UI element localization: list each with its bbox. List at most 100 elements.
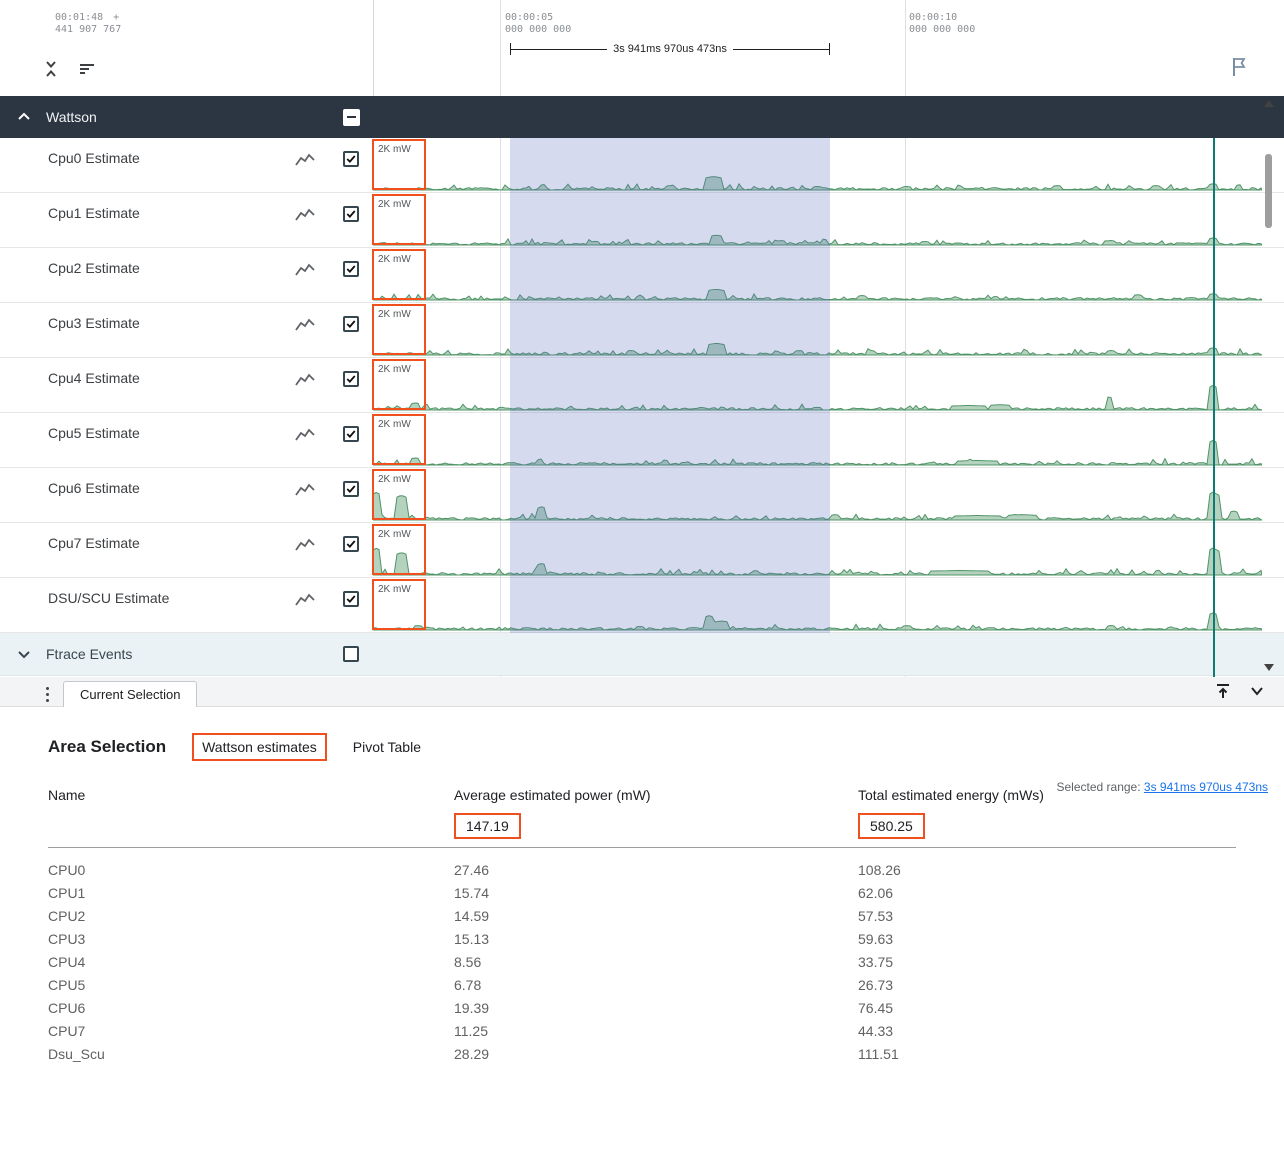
line-chart-icon [294,152,316,168]
collapse-group-icon[interactable] [16,109,32,125]
track-checkbox-checked[interactable] [343,261,359,277]
table-row: CPU3 15.13 59.63 [48,927,1236,950]
track-row: Cpu5 Estimate 2K mW [0,413,1284,468]
counter-track-canvas[interactable] [373,193,1262,247]
line-chart-icon [294,207,316,223]
cell-total-energy: 62.06 [858,884,894,901]
track-scale-label: 2K mW [378,364,411,375]
scale-annotation-box: 2K mW [372,359,426,410]
counter-track-canvas[interactable] [373,358,1262,412]
cell-name: CPU2 [48,907,86,924]
track-label: Cpu0 Estimate [48,150,140,166]
line-chart-icon [294,372,316,388]
counter-track-canvas[interactable] [373,248,1262,302]
track-row: Cpu0 Estimate 2K mW [0,138,1284,193]
cell-total-energy: 26.73 [858,976,894,993]
track-label: Cpu6 Estimate [48,480,140,496]
group-checkbox-unchecked[interactable] [343,646,359,662]
details-tab-bar: Current Selection [0,677,1284,707]
track-checkbox-checked[interactable] [343,316,359,332]
track-group-wattson[interactable]: Wattson [0,96,1284,138]
line-chart-icon [294,317,316,333]
track-label: DSU/SCU Estimate [48,590,170,606]
scale-annotation-box: 2K mW [372,414,426,465]
group-indeterminate-checkbox[interactable] [343,108,360,126]
table-totals-row: 147.19 580.25 [48,811,1236,848]
track-row: Cpu3 Estimate 2K mW [0,303,1284,358]
scrollbar-thumb[interactable] [1265,154,1272,228]
track-label: Cpu7 Estimate [48,535,140,551]
total-energy: 580.25 [858,813,925,839]
cell-avg-power: 15.74 [454,884,490,901]
track-row: Cpu4 Estimate 2K mW [0,358,1284,413]
collapse-panel-icon[interactable] [1246,680,1268,702]
counter-track-canvas[interactable] [373,578,1262,632]
track-row: Cpu6 Estimate 2K mW [0,468,1284,523]
table-row: CPU0 27.46 108.26 [48,858,1236,881]
scale-annotation-box: 2K mW [372,304,426,355]
counter-track-canvas[interactable] [373,468,1262,522]
counter-track-canvas[interactable] [373,138,1262,192]
collapse-all-tracks-icon[interactable] [40,58,62,80]
cell-avg-power: 6.78 [454,976,482,993]
cell-total-energy: 33.75 [858,953,894,970]
track-checkbox-checked[interactable] [343,426,359,442]
expand-group-icon[interactable] [16,646,32,662]
vertical-scrollbar[interactable] [1262,96,1276,677]
tab-current-selection[interactable]: Current Selection [63,681,198,707]
more-options-icon[interactable] [46,687,49,702]
track-checkbox-checked[interactable] [343,371,359,387]
track-scale-label: 2K mW [378,474,411,485]
cell-avg-power: 27.46 [454,861,490,878]
selection-duration-label: 3s 941ms 970us 473ns [613,43,727,55]
counter-track-canvas[interactable] [373,523,1262,577]
line-chart-icon [294,592,316,608]
cell-avg-power: 14.59 [454,907,490,924]
selection-duration-ruler: 3s 941ms 970us 473ns [510,42,830,56]
selected-range: Selected range: 3s 941ms 970us 473ns [1056,780,1269,794]
counter-track-canvas[interactable] [373,303,1262,357]
cell-total-energy: 44.33 [858,1022,894,1039]
track-scale-label: 2K mW [378,144,411,155]
timeline-left-timestamp: 00:01:48 + 441 907 767 [55,12,122,35]
track-filter-icon[interactable] [76,58,98,80]
cell-avg-power: 11.25 [454,1022,488,1039]
scale-annotation-box: 2K mW [372,249,426,300]
track-checkbox-checked[interactable] [343,206,359,222]
tab-pivot-table[interactable]: Pivot Table [352,739,421,755]
cell-name: CPU4 [48,953,86,970]
scale-annotation-box: 2K mW [372,139,426,190]
track-checkbox-checked[interactable] [343,591,359,607]
track-label: Cpu3 Estimate [48,315,140,331]
track-checkbox-checked[interactable] [343,536,359,552]
table-header-row: Name Average estimated power (mW) Total … [48,787,1236,811]
timeline-tick [905,0,906,96]
track-checkbox-checked[interactable] [343,151,359,167]
track-scale-label: 2K mW [378,419,411,430]
track-group-ftrace-events[interactable]: Ftrace Events [0,633,1284,676]
cell-avg-power: 8.56 [454,953,482,970]
counter-track-canvas[interactable] [373,413,1262,467]
total-avg-power: 147.19 [454,813,521,839]
estimates-table: Name Average estimated power (mW) Total … [48,787,1236,1065]
scale-annotation-box: 2K mW [372,579,426,630]
table-row: CPU4 8.56 33.75 [48,950,1236,973]
scroll-down-arrow[interactable] [1264,664,1274,671]
track-row: DSU/SCU Estimate 2K mW [0,578,1284,633]
selected-range-link[interactable]: 3s 941ms 970us 473ns [1143,780,1268,794]
scroll-up-arrow[interactable] [1264,100,1274,107]
table-row: CPU6 19.39 76.45 [48,996,1236,1019]
table-row: CPU7 11.25 44.33 [48,1019,1236,1042]
cell-name: CPU5 [48,976,86,993]
column-header-name: Name [48,787,86,803]
maximize-panel-icon[interactable] [1212,680,1234,702]
tab-wattson-estimates[interactable]: Wattson estimates [192,733,327,761]
flag-icon[interactable] [1228,56,1250,78]
timeline-mid-timestamp: 00:00:05 000 000 000 [505,12,572,35]
line-chart-icon [294,427,316,443]
cell-total-energy: 108.26 [858,861,901,878]
track-checkbox-checked[interactable] [343,481,359,497]
line-chart-icon [294,482,316,498]
track-scale-label: 2K mW [378,529,411,540]
